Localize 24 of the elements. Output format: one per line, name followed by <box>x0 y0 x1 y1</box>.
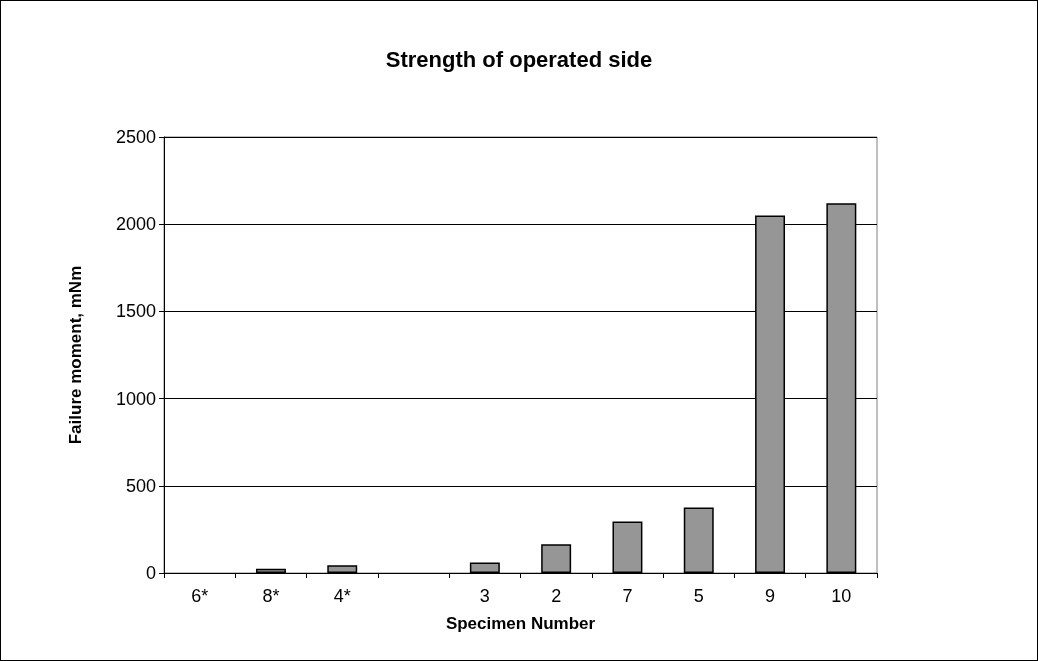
y-tick-label: 1000 <box>115 388 156 409</box>
x-tick-label: 2 <box>551 586 562 606</box>
y-tick-label: 0 <box>145 563 156 583</box>
x-tick-label: 7 <box>622 586 633 606</box>
x-tick-label: 10 <box>831 586 852 606</box>
x-tick-label: 8* <box>262 586 280 606</box>
bar <box>327 565 358 573</box>
x-tick-label: 4* <box>333 586 351 606</box>
x-axis-title: Specimen Number <box>445 614 596 633</box>
y-tick-label: 2000 <box>115 214 156 235</box>
x-tick-label: 6* <box>191 586 209 606</box>
bar <box>683 507 714 573</box>
y-tick-label: 500 <box>125 475 156 496</box>
bar <box>612 521 643 573</box>
y-axis-title: Failure moment, mNm <box>66 265 85 445</box>
bar <box>255 568 286 573</box>
x-tick-label: 5 <box>693 586 704 606</box>
y-tick-label: 2500 <box>115 127 156 147</box>
bar <box>469 562 500 573</box>
x-tick-label: 3 <box>479 586 490 606</box>
chart-title: Strength of operated side <box>385 46 653 72</box>
y-tick-label: 1500 <box>115 301 156 322</box>
bar <box>541 544 572 573</box>
x-tick-label: 9 <box>765 586 776 606</box>
